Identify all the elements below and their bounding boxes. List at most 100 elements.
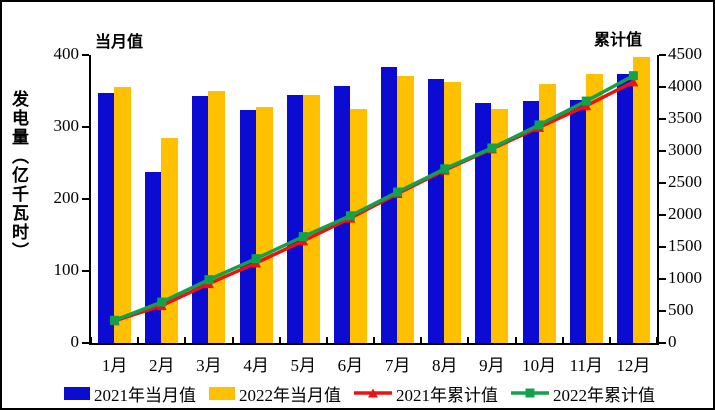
right-axis-line — [657, 55, 659, 345]
x-axis-tick — [137, 337, 140, 343]
legend-item: 2021年当月值 — [64, 381, 196, 406]
bar-2022年当月值 — [114, 87, 132, 343]
left-axis-tick-label: 0 — [70, 332, 80, 351]
x-axis-tick — [278, 337, 281, 343]
square-marker — [110, 315, 120, 325]
bar-2021年当月值 — [333, 85, 350, 343]
right-axis-tick — [659, 54, 666, 56]
left-axis-title: 当月值 — [95, 34, 144, 51]
square-marker — [204, 275, 214, 285]
x-axis-category-label: 11月 — [569, 356, 603, 375]
bar-2022年当月值 — [397, 75, 415, 343]
square-marker — [393, 187, 403, 197]
bar-2021年当月值 — [428, 79, 445, 343]
bar-2021年当月值 — [616, 73, 633, 343]
legend-item: 2022年累计值 — [511, 381, 655, 406]
bars-layer — [91, 55, 657, 343]
legend-label: 2021年累计值 — [396, 385, 498, 405]
x-axis-tick — [90, 337, 92, 343]
right-axis-tick — [659, 342, 666, 344]
square-marker — [251, 254, 261, 264]
square-marker — [628, 71, 638, 81]
x-axis-tick — [373, 337, 375, 343]
x-axis-category-label: 3月 — [196, 356, 222, 375]
bar-2021年当月值 — [522, 101, 539, 343]
square-marker — [440, 164, 450, 174]
right-axis-tick-label: 4000 — [668, 76, 702, 95]
y-axis-label: 发电量（亿千瓦时） — [9, 90, 28, 261]
left-axis-tick — [82, 270, 89, 272]
bar-2022年当月值 — [632, 57, 650, 343]
right-axis-tick-label: 2000 — [668, 204, 702, 223]
right-axis-title: 累计值 — [594, 32, 643, 49]
x-axis-tick — [325, 337, 328, 343]
x-axis-tick — [420, 337, 423, 343]
right-axis-tick — [659, 182, 666, 184]
left-axis-line — [89, 55, 91, 345]
x-axis-category-label: 5月 — [290, 356, 317, 375]
legend-item: 2021年累计值 — [354, 381, 498, 406]
right-axis-tick — [659, 118, 666, 120]
square-marker — [157, 297, 167, 307]
right-axis-tick-label: 2500 — [668, 172, 702, 191]
left-axis-tick-label: 400 — [53, 44, 80, 63]
right-axis-tick — [659, 214, 666, 216]
right-axis-tick — [659, 150, 666, 152]
x-axis-tick — [231, 337, 234, 343]
bar-2021年当月值 — [475, 103, 492, 343]
square-marker — [345, 211, 355, 221]
left-axis-tick — [82, 126, 89, 128]
bar-2021年当月值 — [239, 110, 256, 343]
x-axis-tick — [184, 337, 187, 343]
legend-item: 2022年当月值 — [209, 381, 341, 406]
bar-2022年当月值 — [491, 109, 509, 343]
bar-2021年当月值 — [286, 94, 303, 343]
square-marker — [487, 143, 497, 153]
right-axis-tick-label: 1500 — [668, 236, 702, 255]
legend-swatch-2022年累计值 — [511, 388, 549, 398]
bar-2022年当月值 — [349, 109, 367, 343]
right-axis-tick — [659, 246, 666, 248]
x-axis-category-label: 2月 — [149, 356, 175, 375]
x-axis-tick — [656, 337, 658, 343]
x-axis-category-label: 6月 — [337, 356, 364, 375]
square-marker — [534, 120, 544, 130]
legend-swatch-2021年累计值 — [354, 388, 392, 398]
x-axis-category-label: 10月 — [522, 356, 557, 375]
x-axis-category-label: 4月 — [243, 356, 269, 375]
right-axis-tick — [659, 86, 666, 88]
bar-2022年当月值 — [444, 81, 462, 343]
legend: 2021年当月值 2022年当月值 2021年累计值 2022年累计值 — [2, 379, 713, 407]
x-axis-tick — [467, 337, 470, 343]
x-axis-category-label: 7月 — [384, 356, 411, 375]
square-marker — [298, 232, 308, 242]
left-axis-tick — [82, 198, 89, 200]
left-axis-tick-label: 100 — [53, 260, 80, 279]
legend-swatch-2022年当月值 — [209, 386, 235, 400]
right-axis-tick-label: 0 — [668, 332, 677, 351]
x-axis-tick — [514, 337, 517, 343]
x-axis-line — [89, 343, 659, 345]
cumulative-line-2022年累计值 — [113, 74, 635, 322]
legend-swatch-2021年当月值 — [64, 386, 90, 400]
bar-2022年当月值 — [585, 74, 603, 343]
bar-2021年当月值 — [381, 67, 398, 343]
x-axis-category-label: 12月 — [616, 356, 651, 375]
right-axis-tick — [659, 310, 666, 312]
x-axis-category-label: 8月 — [432, 356, 458, 375]
left-axis-tick — [82, 54, 89, 56]
lines-layer — [109, 71, 639, 326]
legend-label: 2021年当月值 — [94, 385, 196, 405]
legend-label: 2022年当月值 — [239, 385, 341, 405]
right-axis-tick-label: 1000 — [668, 268, 702, 287]
right-axis-tick-label: 4500 — [668, 44, 702, 63]
x-axis-category-label: 1月 — [101, 356, 128, 375]
square-marker — [581, 96, 591, 106]
triangle-marker — [628, 76, 639, 87]
x-axis-category-label: 9月 — [479, 356, 505, 375]
legend-label: 2022年累计值 — [553, 385, 655, 405]
right-axis-tick-label: 3500 — [668, 108, 702, 127]
left-axis-tick-label: 200 — [53, 188, 80, 207]
right-axis-tick-label: 3000 — [668, 140, 702, 159]
left-axis-tick-label: 300 — [53, 116, 80, 135]
